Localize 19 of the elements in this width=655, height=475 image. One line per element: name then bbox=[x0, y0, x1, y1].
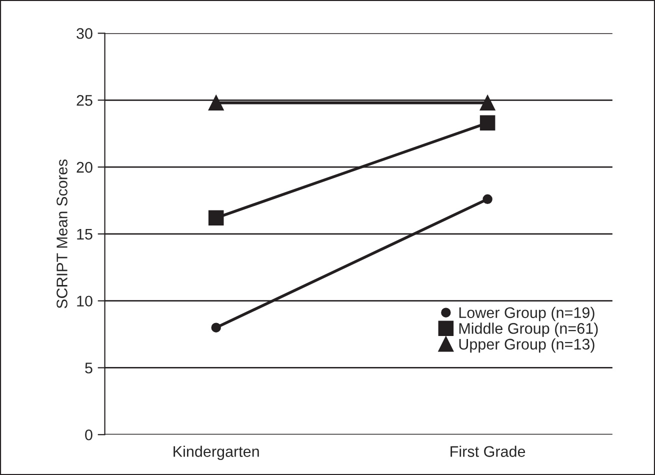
y-tick-label: 5 bbox=[85, 362, 92, 374]
y-tick-label: 0 bbox=[85, 429, 92, 440]
point bbox=[482, 194, 492, 204]
y-axis-title: SCRIPT Mean Scores bbox=[56, 159, 68, 308]
point bbox=[480, 115, 496, 131]
x-tick-label: Kindergarten bbox=[174, 446, 259, 460]
point bbox=[208, 210, 224, 226]
legend-label: Lower Group (n=19) bbox=[459, 306, 594, 322]
point bbox=[208, 95, 224, 110]
y-tick-label: 10 bbox=[77, 296, 92, 307]
x-tick-label: First Grade bbox=[450, 446, 526, 457]
legend-label: Middle Group (n=61) bbox=[459, 322, 598, 337]
legend-label: Upper Group (n=13) bbox=[459, 338, 594, 353]
point bbox=[480, 95, 496, 110]
y-tick-label: 25 bbox=[76, 95, 92, 106]
point bbox=[211, 322, 221, 332]
y-tick-label: 20 bbox=[76, 162, 92, 173]
y-tick-label: 30 bbox=[76, 28, 92, 39]
y-tick-label: 15 bbox=[77, 228, 92, 240]
